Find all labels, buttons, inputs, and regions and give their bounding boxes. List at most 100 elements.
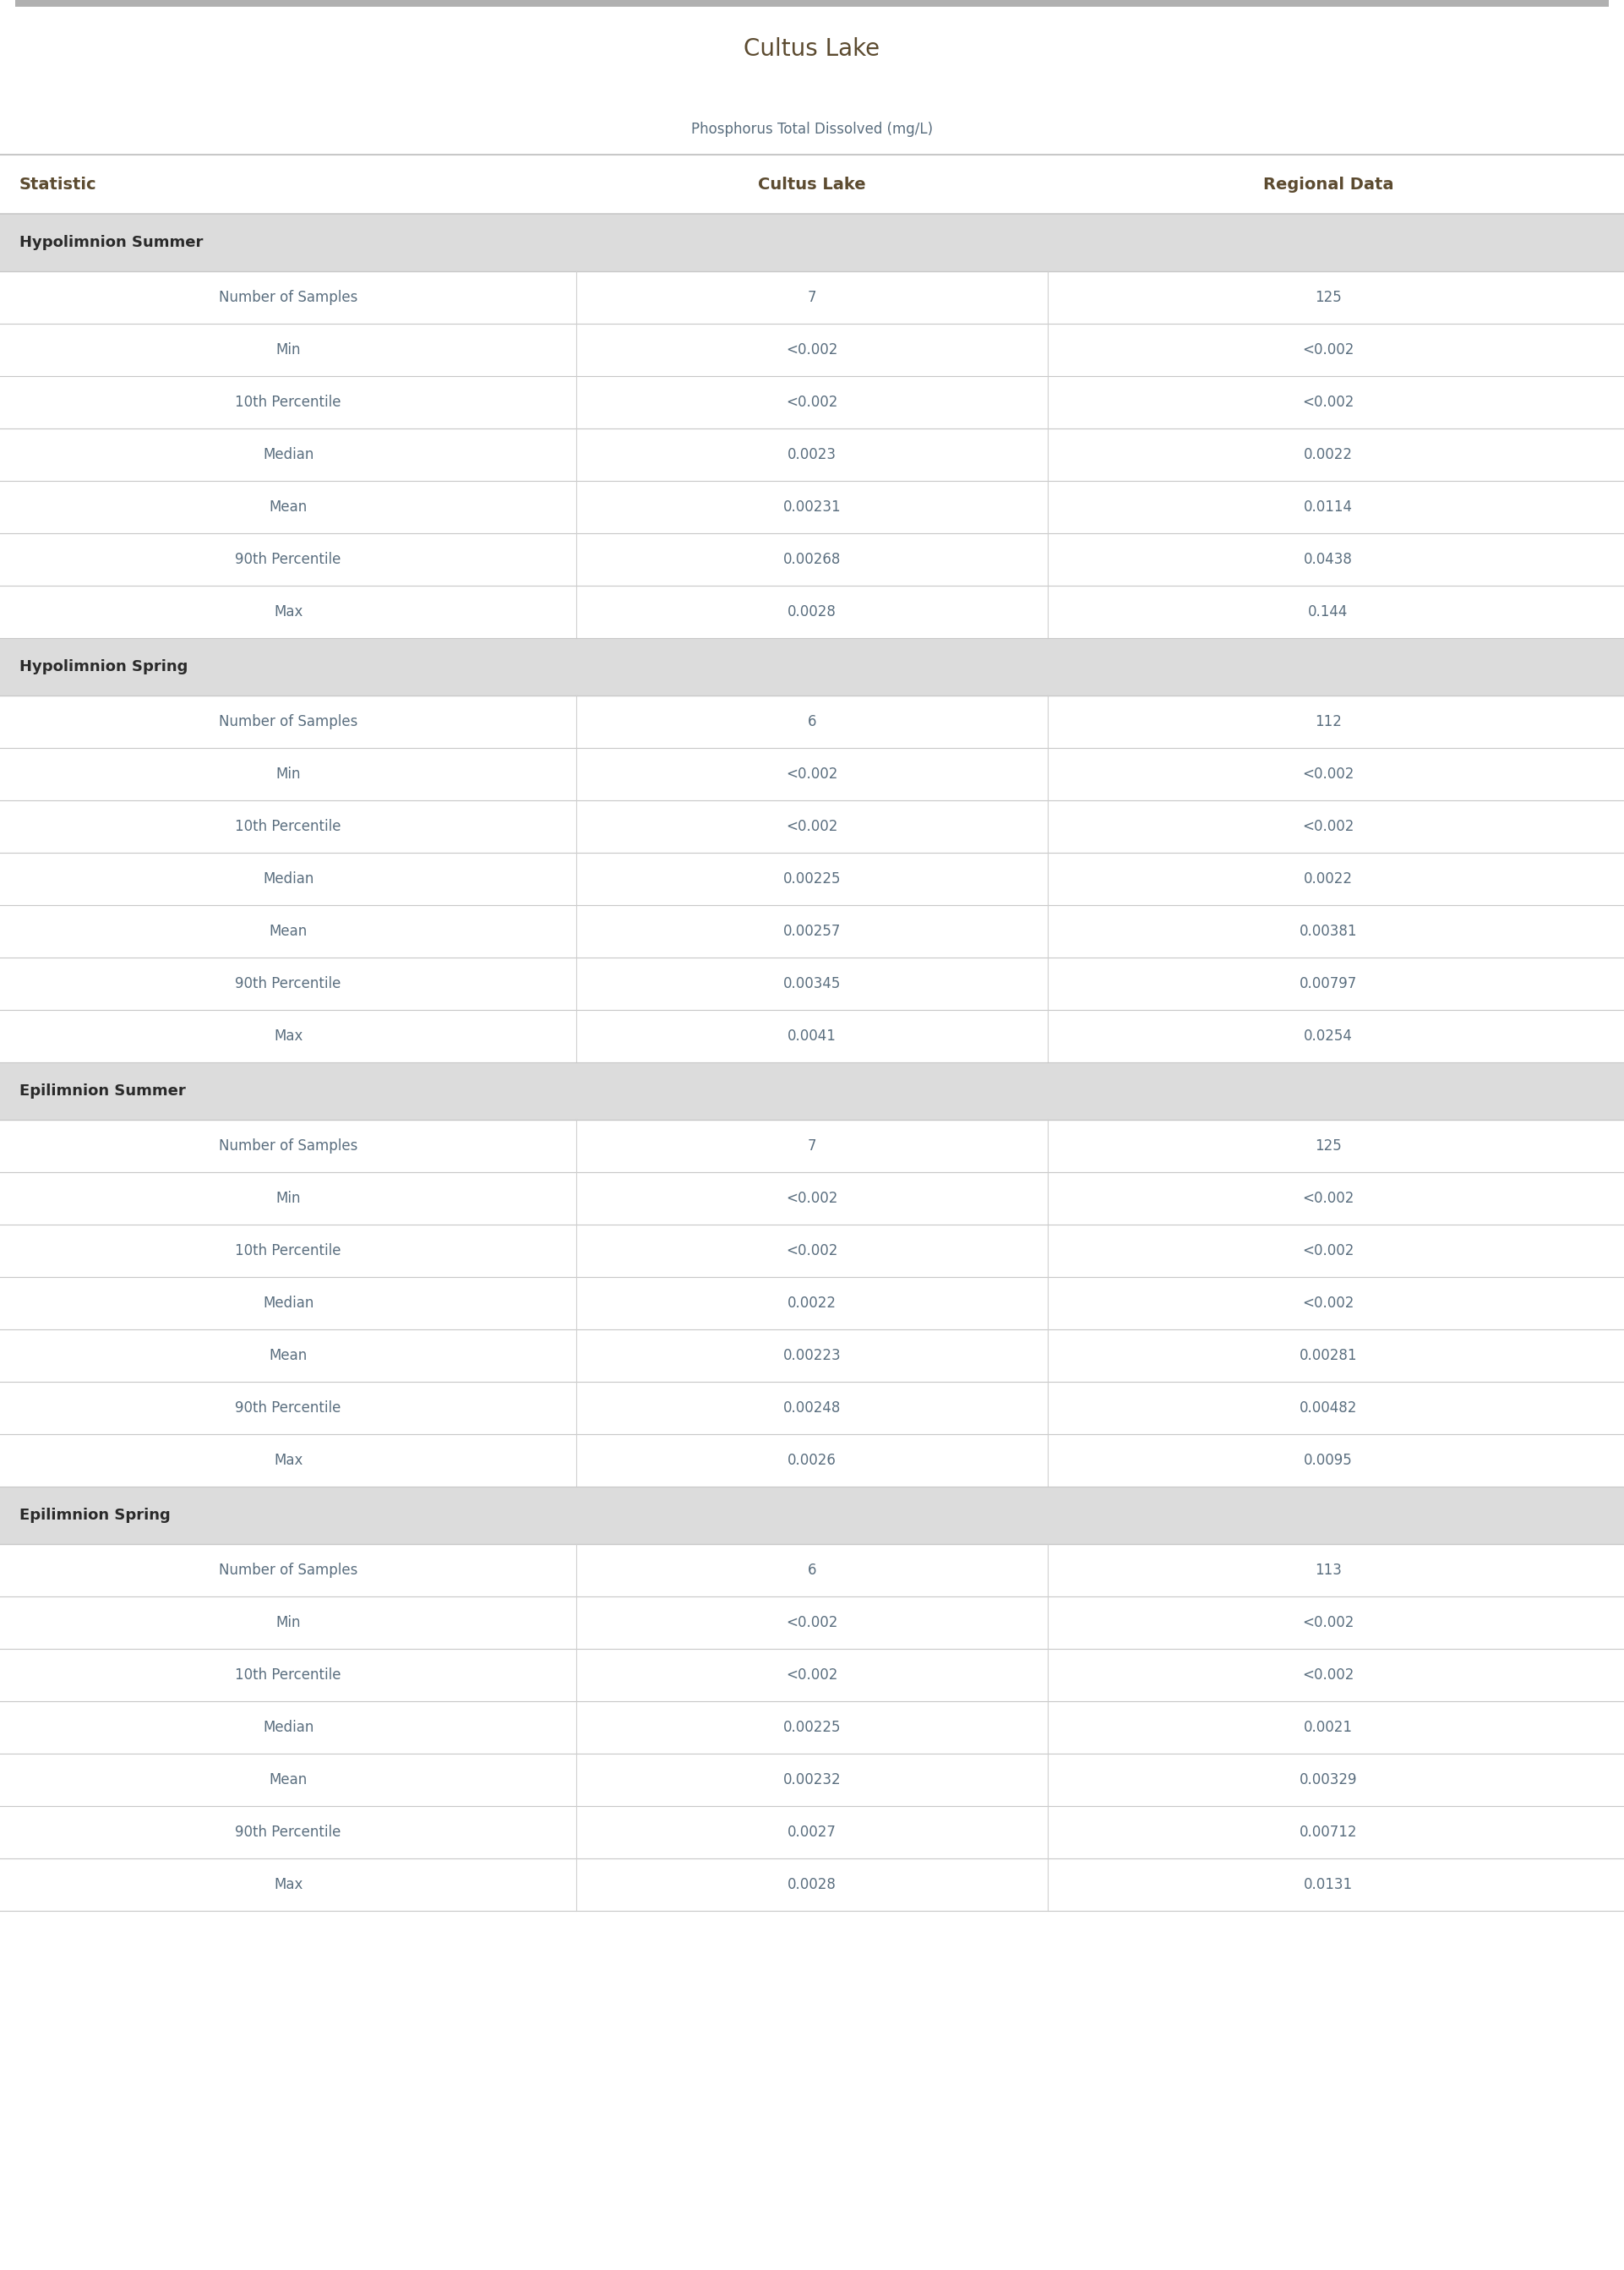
Text: <0.002: <0.002 [786, 343, 838, 356]
Text: <0.002: <0.002 [1302, 343, 1354, 356]
Bar [0, 213, 1624, 272]
Text: <0.002: <0.002 [1302, 1296, 1354, 1310]
Bar [0, 1382, 1624, 1435]
Text: Number of Samples: Number of Samples [219, 291, 357, 304]
Text: Phosphorus Total Dissolved (mg/L): Phosphorus Total Dissolved (mg/L) [692, 123, 932, 136]
Text: 0.00329: 0.00329 [1299, 1773, 1358, 1786]
Text: 0.00712: 0.00712 [1299, 1825, 1358, 1839]
Text: 10th Percentile: 10th Percentile [235, 1244, 341, 1258]
Bar [0, 906, 1624, 958]
Bar [0, 1487, 1624, 1544]
Bar [0, 1435, 1624, 1487]
Text: <0.002: <0.002 [1302, 395, 1354, 411]
Bar [0, 1700, 1624, 1755]
Text: Number of Samples: Number of Samples [219, 1562, 357, 1578]
Text: 0.0022: 0.0022 [1304, 872, 1353, 888]
Text: 90th Percentile: 90th Percentile [235, 976, 341, 992]
Text: 0.0026: 0.0026 [788, 1453, 836, 1469]
Text: Number of Samples: Number of Samples [219, 715, 357, 729]
Bar [0, 958, 1624, 1010]
Text: <0.002: <0.002 [1302, 1668, 1354, 1682]
Text: 0.0095: 0.0095 [1304, 1453, 1353, 1469]
Text: 0.0254: 0.0254 [1304, 1028, 1353, 1044]
Bar [0, 747, 1624, 801]
Text: 0.00281: 0.00281 [1299, 1348, 1358, 1364]
Text: Mean: Mean [270, 1773, 307, 1786]
Bar [0, 1119, 1624, 1171]
Bar [0, 1224, 1624, 1278]
Text: 0.0027: 0.0027 [788, 1825, 836, 1839]
Text: 10th Percentile: 10th Percentile [235, 395, 341, 411]
Text: Mean: Mean [270, 499, 307, 515]
Text: 6: 6 [807, 1562, 817, 1578]
Text: Regional Data: Regional Data [1263, 177, 1393, 193]
Text: 0.00381: 0.00381 [1299, 924, 1358, 940]
Bar [15, 0, 1609, 7]
Text: <0.002: <0.002 [786, 395, 838, 411]
Bar [0, 1171, 1624, 1224]
Text: 0.144: 0.144 [1307, 604, 1348, 620]
Text: <0.002: <0.002 [786, 1614, 838, 1630]
Text: 0.0022: 0.0022 [1304, 447, 1353, 463]
Text: <0.002: <0.002 [786, 1244, 838, 1258]
Text: 0.0023: 0.0023 [788, 447, 836, 463]
Text: Epilimnion Summer: Epilimnion Summer [19, 1083, 185, 1099]
Text: Mean: Mean [270, 924, 307, 940]
Text: Cultus Lake: Cultus Lake [744, 39, 880, 61]
Text: 0.0028: 0.0028 [788, 1877, 836, 1893]
Bar [0, 377, 1624, 429]
Text: 7: 7 [807, 291, 817, 304]
Bar [0, 1062, 1624, 1119]
Bar [0, 1859, 1624, 1911]
Text: 0.00797: 0.00797 [1299, 976, 1358, 992]
Text: Min: Min [276, 767, 300, 781]
Bar [0, 481, 1624, 533]
Bar [0, 325, 1624, 377]
Text: 0.0041: 0.0041 [788, 1028, 836, 1044]
Text: 10th Percentile: 10th Percentile [235, 819, 341, 833]
Text: 0.00232: 0.00232 [783, 1773, 841, 1786]
Text: Max: Max [274, 1453, 302, 1469]
Bar [0, 695, 1624, 747]
Text: 0.0022: 0.0022 [788, 1296, 836, 1310]
Text: 0.00345: 0.00345 [783, 976, 841, 992]
Text: Median: Median [263, 1296, 313, 1310]
Bar [0, 1596, 1624, 1648]
Bar [0, 586, 1624, 638]
Text: 7: 7 [807, 1137, 817, 1153]
Text: 0.0021: 0.0021 [1304, 1721, 1353, 1734]
Bar [0, 1755, 1624, 1807]
Text: <0.002: <0.002 [786, 767, 838, 781]
Text: <0.002: <0.002 [786, 819, 838, 833]
Bar [0, 638, 1624, 695]
Text: 113: 113 [1315, 1562, 1341, 1578]
Bar [0, 1010, 1624, 1062]
Text: Number of Samples: Number of Samples [219, 1137, 357, 1153]
Text: <0.002: <0.002 [1302, 1244, 1354, 1258]
Text: Cultus Lake: Cultus Lake [758, 177, 866, 193]
Bar [0, 854, 1624, 906]
Text: Median: Median [263, 872, 313, 888]
Text: <0.002: <0.002 [1302, 819, 1354, 833]
Text: <0.002: <0.002 [1302, 1192, 1354, 1205]
Text: 112: 112 [1315, 715, 1341, 729]
Text: Hypolimnion Summer: Hypolimnion Summer [19, 234, 203, 250]
Bar [0, 272, 1624, 325]
Text: 0.0114: 0.0114 [1304, 499, 1353, 515]
Text: Median: Median [263, 447, 313, 463]
Text: 0.00225: 0.00225 [783, 872, 841, 888]
Text: Mean: Mean [270, 1348, 307, 1364]
Text: 0.0438: 0.0438 [1304, 552, 1353, 568]
Text: 0.00223: 0.00223 [783, 1348, 841, 1364]
Text: Min: Min [276, 1614, 300, 1630]
Text: Min: Min [276, 1192, 300, 1205]
Text: <0.002: <0.002 [1302, 1614, 1354, 1630]
Text: Max: Max [274, 1028, 302, 1044]
Text: Max: Max [274, 604, 302, 620]
Bar [0, 7, 1624, 109]
Text: 10th Percentile: 10th Percentile [235, 1668, 341, 1682]
Text: 0.00225: 0.00225 [783, 1721, 841, 1734]
Text: 0.00231: 0.00231 [783, 499, 841, 515]
Text: <0.002: <0.002 [786, 1668, 838, 1682]
Text: Median: Median [263, 1721, 313, 1734]
